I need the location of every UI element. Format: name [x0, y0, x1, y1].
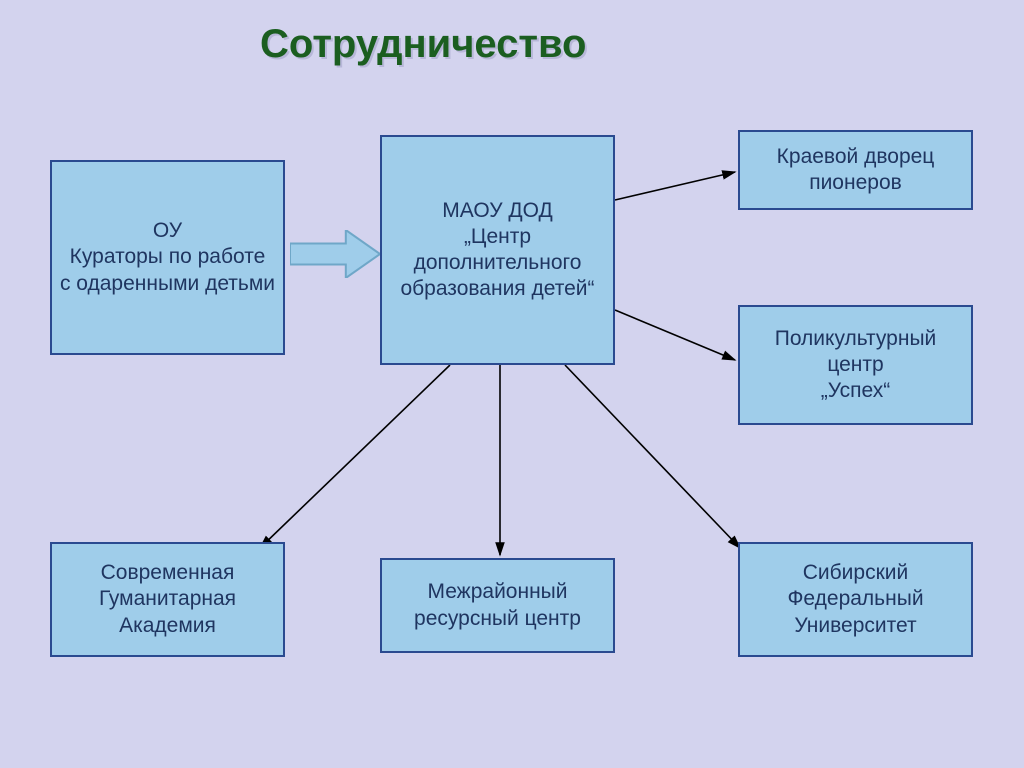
node-palace: Краевой дворец пионеров	[738, 130, 973, 210]
node-sibir: Сибирский Федеральный Университет	[738, 542, 973, 657]
node-left-label: ОУ Кураторы по работе с одаренными детьм…	[60, 218, 275, 297]
diagram-canvas: Сотрудничество ОУ Кураторы по работе с о…	[0, 0, 1024, 768]
node-sibir-label: Сибирский Федеральный Университет	[746, 560, 965, 639]
node-academy: Современная Гуманитарная Академия	[50, 542, 285, 657]
node-uspeh: Поликультурный центр „Успех“	[738, 305, 973, 425]
node-resource: Межрайонный ресурсный центр	[380, 558, 615, 653]
node-center: МАОУ ДОД „Центр дополнительного образова…	[380, 135, 615, 365]
edge-0	[615, 172, 735, 200]
node-left: ОУ Кураторы по работе с одаренными детьм…	[50, 160, 285, 355]
edge-4	[565, 365, 740, 548]
node-uspeh-label: Поликультурный центр „Успех“	[746, 326, 965, 405]
diagram-title: Сотрудничество	[260, 22, 586, 67]
edge-2	[260, 365, 450, 548]
block-arrow	[290, 230, 380, 278]
node-academy-label: Современная Гуманитарная Академия	[58, 560, 277, 639]
diagram-title-text: Сотрудничество	[260, 22, 586, 66]
node-resource-label: Межрайонный ресурсный центр	[388, 579, 607, 632]
node-palace-label: Краевой дворец пионеров	[746, 144, 965, 197]
edge-1	[615, 310, 735, 360]
node-center-label: МАОУ ДОД „Центр дополнительного образова…	[388, 198, 607, 303]
